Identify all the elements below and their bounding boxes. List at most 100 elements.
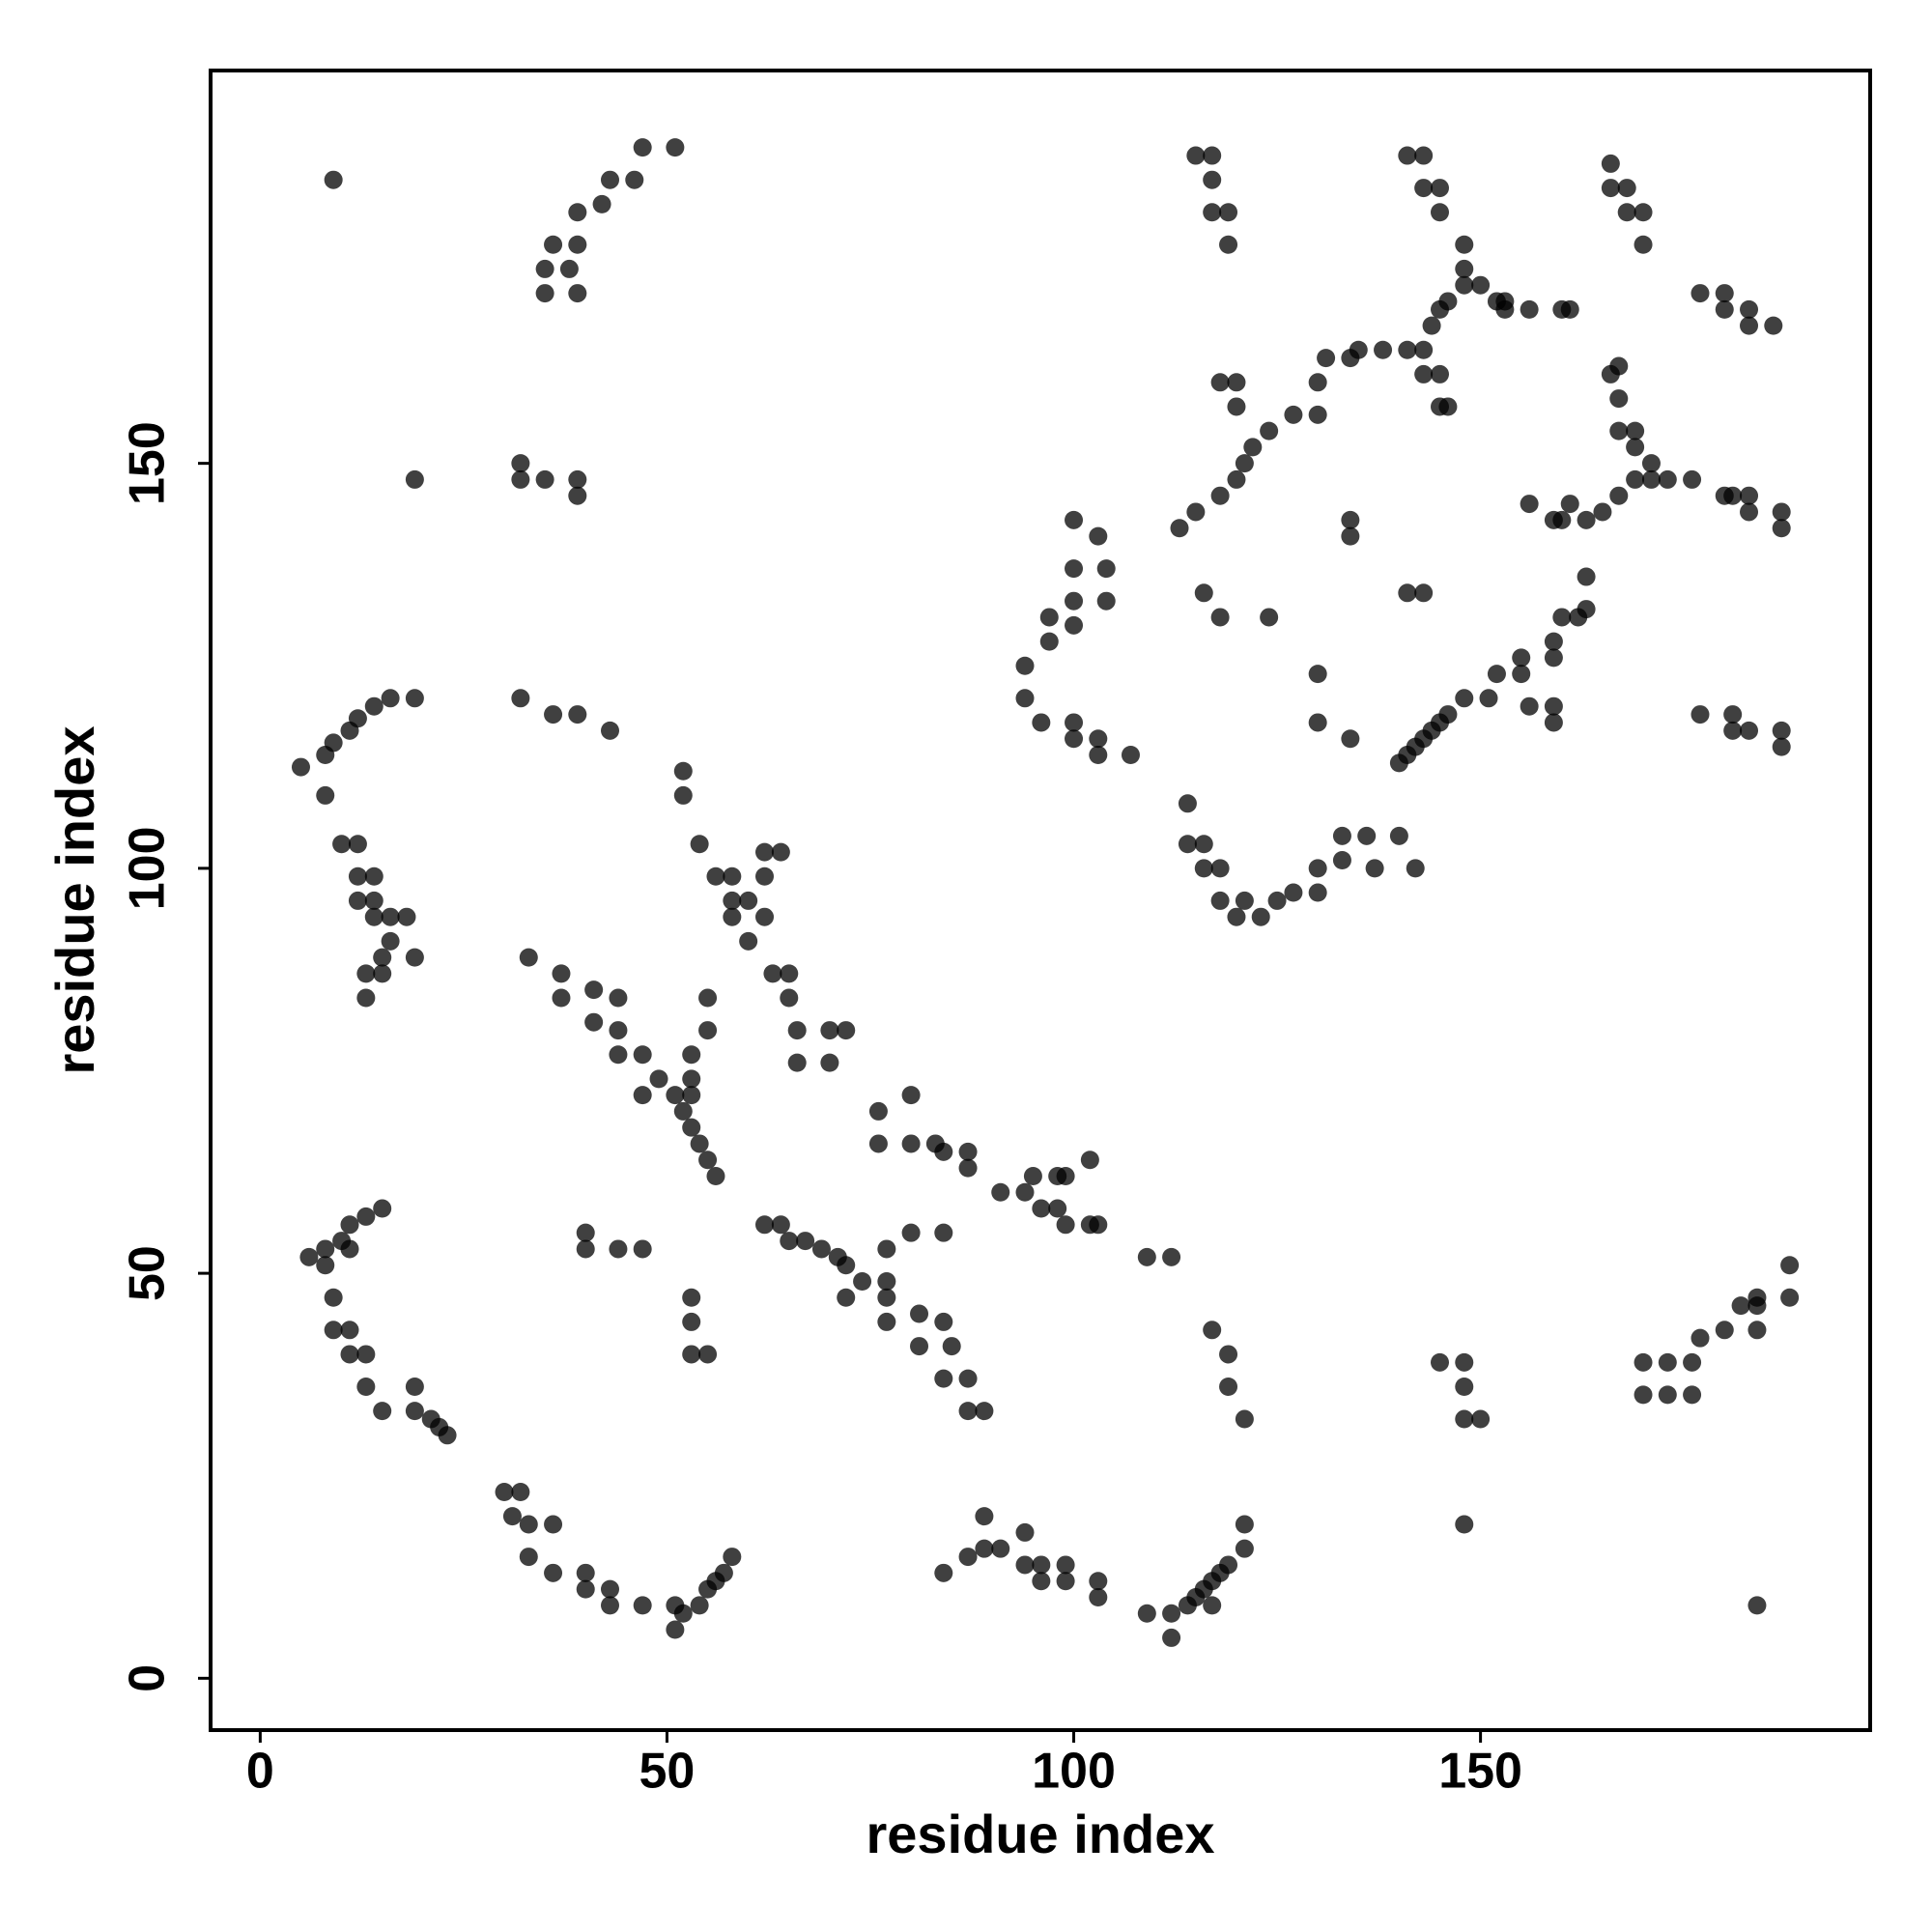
point — [1780, 1288, 1800, 1307]
point — [1609, 486, 1629, 505]
point — [1308, 713, 1327, 732]
point — [1430, 203, 1449, 222]
point — [316, 1239, 335, 1259]
point — [633, 1045, 652, 1065]
point — [1251, 907, 1270, 926]
point — [837, 1288, 856, 1307]
point — [1398, 146, 1417, 165]
point — [405, 469, 424, 489]
point — [1210, 891, 1230, 910]
point — [673, 1101, 693, 1121]
point — [1544, 510, 1563, 529]
point — [544, 1515, 563, 1534]
point — [723, 1548, 742, 1567]
point — [1455, 1515, 1474, 1534]
point — [771, 1215, 790, 1235]
point — [1089, 729, 1108, 749]
point — [1032, 1555, 1051, 1575]
point — [511, 469, 530, 489]
x-tick-label: 0 — [246, 1744, 274, 1800]
point — [568, 705, 587, 724]
point — [584, 980, 604, 1000]
point — [1332, 826, 1351, 845]
point — [1398, 340, 1417, 359]
point — [1203, 1596, 1222, 1615]
point — [910, 1304, 929, 1323]
point — [1634, 1352, 1653, 1372]
point — [348, 709, 367, 728]
point — [1065, 559, 1084, 579]
point — [787, 1053, 807, 1072]
point — [698, 1345, 718, 1364]
point — [519, 1548, 538, 1567]
point — [649, 1069, 668, 1089]
point — [1089, 745, 1108, 764]
point — [1455, 275, 1474, 295]
point — [552, 964, 571, 983]
point — [340, 1345, 359, 1364]
point — [1723, 486, 1743, 505]
point — [910, 1337, 929, 1356]
point — [1203, 170, 1222, 189]
point — [1162, 1628, 1181, 1647]
point — [1577, 567, 1596, 586]
point — [901, 1223, 921, 1242]
point — [625, 170, 644, 189]
point — [1398, 583, 1417, 603]
point — [771, 842, 790, 862]
point — [690, 835, 709, 854]
point — [934, 1312, 953, 1331]
point — [1210, 373, 1230, 392]
point — [1601, 179, 1620, 198]
point — [1219, 203, 1238, 222]
point — [544, 1563, 563, 1582]
point — [1203, 203, 1222, 222]
plot-frame — [209, 69, 1872, 1732]
point — [1601, 154, 1620, 173]
point — [682, 1086, 701, 1105]
point — [1609, 421, 1629, 440]
point — [544, 235, 563, 254]
point — [1089, 526, 1108, 546]
point — [1723, 705, 1743, 724]
y-tick-label: 0 — [120, 1664, 176, 1692]
point — [877, 1312, 896, 1331]
point — [1455, 1377, 1474, 1396]
point — [1772, 502, 1791, 522]
point — [1032, 1572, 1051, 1591]
point — [519, 948, 538, 967]
point — [405, 689, 424, 708]
point — [381, 931, 400, 951]
point — [1056, 1166, 1075, 1185]
point — [1235, 1409, 1254, 1429]
point — [1137, 1604, 1156, 1623]
point — [723, 867, 742, 886]
point — [1617, 179, 1636, 198]
point — [332, 835, 352, 854]
point — [901, 1086, 921, 1105]
point — [1740, 316, 1759, 335]
point — [1203, 146, 1222, 165]
point — [1065, 510, 1084, 529]
point — [1186, 146, 1206, 165]
point — [1715, 1321, 1734, 1340]
point — [1658, 1385, 1677, 1405]
point — [958, 1142, 978, 1161]
point — [405, 1377, 424, 1396]
point — [958, 1402, 978, 1421]
point — [1772, 519, 1791, 538]
point — [1032, 1199, 1051, 1218]
point — [1260, 608, 1279, 627]
point — [1641, 454, 1661, 473]
point — [633, 138, 652, 157]
point — [1210, 608, 1230, 627]
point — [373, 1199, 392, 1218]
point — [1634, 1385, 1653, 1405]
point — [1235, 454, 1254, 473]
point — [364, 696, 384, 716]
point — [535, 284, 554, 303]
point — [1178, 794, 1197, 813]
point — [1194, 835, 1213, 854]
point — [1194, 859, 1213, 878]
point — [706, 867, 725, 886]
